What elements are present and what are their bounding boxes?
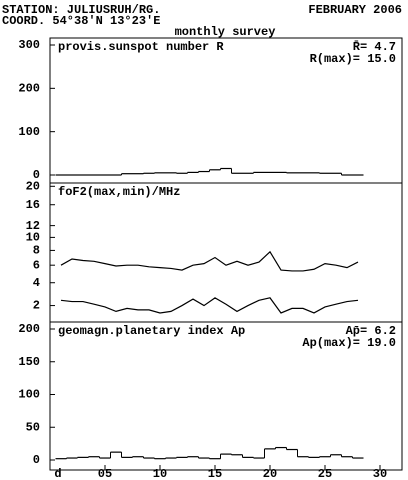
x-tick-label: 25 xyxy=(318,467,332,480)
x-tick-label: 10 xyxy=(153,467,167,480)
y-tick-label: 2 xyxy=(33,299,40,313)
panel-title: geomagn.planetary index Ap xyxy=(58,324,245,338)
y-tick-label: 16 xyxy=(26,198,40,212)
line xyxy=(60,250,359,272)
panel-title: provis.sunspot number R xyxy=(58,40,224,54)
annotation: R̄= 4.7 xyxy=(353,40,396,54)
coord: COORD. 54°38'N 13°23'E xyxy=(2,14,160,28)
y-tick-label: 100 xyxy=(18,388,40,402)
y-tick-label: 100 xyxy=(18,125,40,139)
panel-title: foF2(max,min)/MHz xyxy=(58,185,180,199)
y-tick-label: 200 xyxy=(18,82,40,96)
x-tick-label: 05 xyxy=(98,467,112,480)
y-tick-label: 0 xyxy=(33,453,40,467)
month: FEBRUARY 2006 xyxy=(308,3,402,17)
y-tick-label: 12 xyxy=(26,219,40,233)
line xyxy=(60,297,359,314)
y-tick-label: 20 xyxy=(26,179,40,193)
panel-frame xyxy=(49,321,403,471)
y-tick-label: 8 xyxy=(33,244,40,258)
y-tick-label: 6 xyxy=(33,258,40,272)
station: STATION: JULIUSRUH/RG. xyxy=(2,3,160,17)
y-tick-label: 0 xyxy=(33,168,40,182)
annotation: Ap̄= 6.2 xyxy=(346,324,396,338)
y-tick-label: 200 xyxy=(18,322,40,336)
annotation: Ap(max)= 19.0 xyxy=(302,336,396,350)
y-tick-label: 150 xyxy=(18,355,40,369)
x-tick-label: d xyxy=(54,467,61,480)
x-tick-label: 20 xyxy=(263,467,277,480)
y-tick-label: 4 xyxy=(33,276,40,290)
subtitle: monthly survey xyxy=(175,25,276,39)
y-tick-label: 50 xyxy=(26,420,40,434)
x-tick-label: 15 xyxy=(208,467,222,480)
x-tick-label: 30 xyxy=(373,467,387,480)
y-tick-label: 10 xyxy=(26,231,40,245)
annotation: R(max)= 15.0 xyxy=(310,52,396,66)
y-tick-label: 300 xyxy=(18,38,40,52)
